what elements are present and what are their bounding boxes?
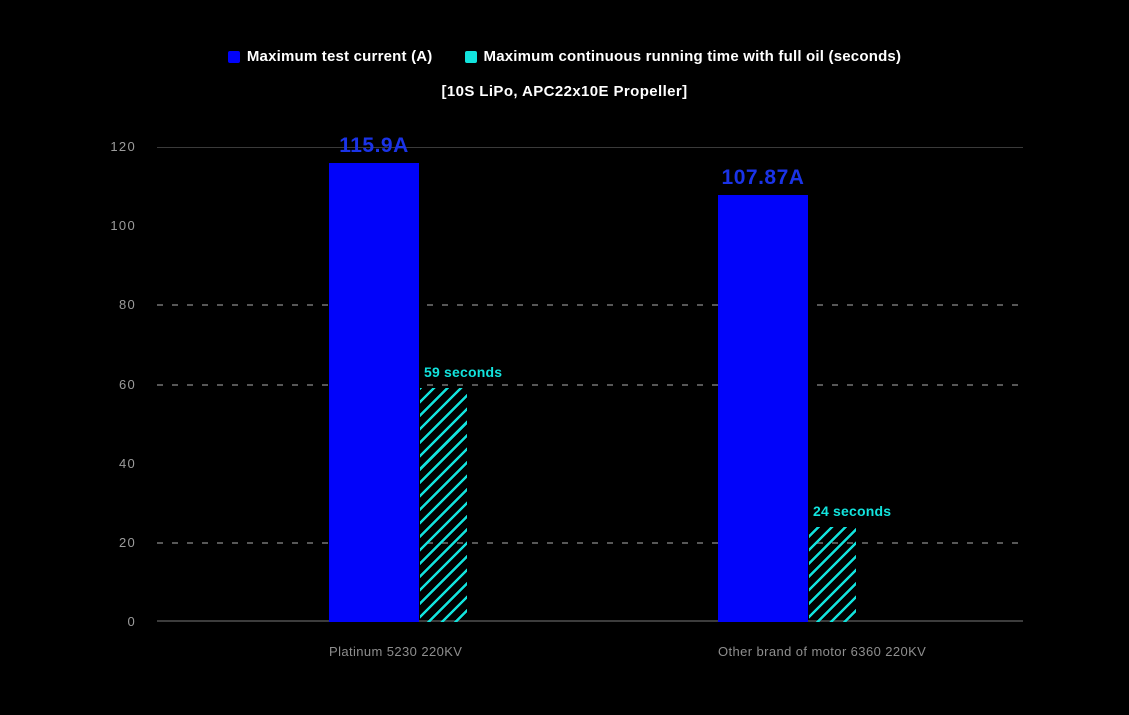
bar-runtime-1 xyxy=(420,388,467,622)
y-tick-label-0: 0 xyxy=(127,614,136,629)
legend-label-max-current: Maximum test current (A) xyxy=(246,48,433,65)
y-tick-label-80: 80 xyxy=(118,297,136,313)
x-axis-line xyxy=(157,620,1023,622)
bar-current-label-1: 115.9A xyxy=(339,134,409,158)
y-tick-label-100: 100 xyxy=(110,218,136,234)
legend-item-max-current: Maximum test current (A) xyxy=(227,48,433,65)
gridline-dashed-20 xyxy=(157,541,1023,544)
category-label-1: Platinum 5230 220KV xyxy=(329,644,463,659)
gridline-dashed-60 xyxy=(157,383,1023,386)
legend-item-run-time: Maximum continuous running time with ful… xyxy=(464,48,902,65)
bar-current-label-2: 107.87A xyxy=(721,166,805,189)
y-tick-label-20: 20 xyxy=(118,534,136,550)
bar-runtime-label-1: 59 seconds xyxy=(424,364,503,381)
gridline-dashed-80 xyxy=(157,304,1023,307)
bar-current-2 xyxy=(718,195,808,622)
legend-swatch-run-time-icon xyxy=(464,50,477,63)
y-tick-label-40: 40 xyxy=(118,455,136,471)
bar-runtime-2 xyxy=(809,527,856,622)
legend-swatch-max-current-icon xyxy=(227,50,240,63)
y-tick-label-60: 60 xyxy=(118,376,136,392)
category-label-2: Other brand of motor 6360 220KV xyxy=(718,644,927,659)
chart-title: [10S LiPo, APC22x10E Propeller] xyxy=(441,83,688,100)
bar-runtime-label-2: 24 seconds xyxy=(813,503,892,519)
legend-label-run-time: Maximum continuous running time with ful… xyxy=(483,48,902,65)
gridline-solid-120 xyxy=(157,146,1023,148)
bar-current-1 xyxy=(329,163,419,622)
legend: Maximum test current (A) Maximum continu… xyxy=(0,48,1129,65)
y-tick-label-120: 120 xyxy=(110,139,136,154)
